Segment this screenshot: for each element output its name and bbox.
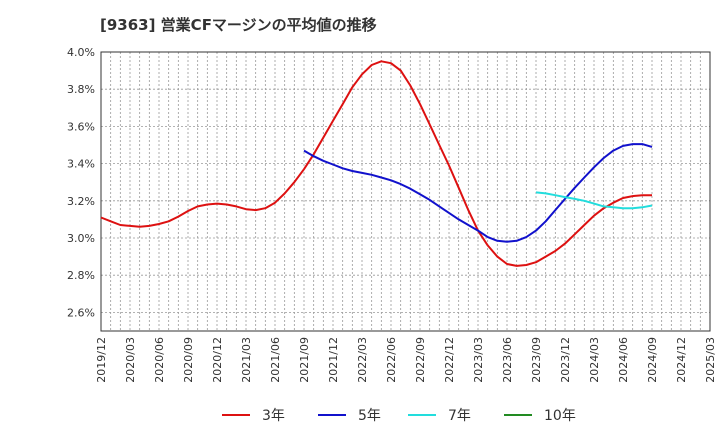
legend-label: 7年: [448, 408, 471, 424]
axes: 2.6% 2.8% 3.0% 3.2% 3.4% 3.6% 3.8% 4.0% 2019/12 2…: [67, 46, 717, 383]
legend-label: 5年: [358, 408, 381, 424]
x-tick-label: 2023/09: [530, 337, 543, 383]
legend-label: 3年: [262, 408, 285, 424]
y-tick-label: 3.0%: [67, 232, 95, 245]
x-tick-label: 2020/03: [124, 337, 137, 383]
y-tick-label: 4.0%: [67, 46, 95, 59]
series-lines: [100, 60, 653, 267]
x-tick-label: 2023/06: [501, 337, 514, 383]
x-tick-label: 2025/03: [704, 337, 717, 383]
x-tick-label: 2022/03: [356, 337, 369, 383]
grid-lines: [101, 51, 710, 331]
legend-swatch: [222, 414, 250, 416]
x-tick-label: 2020/06: [153, 337, 166, 383]
legend-item: 3年: [222, 404, 285, 426]
x-tick-label: 2021/09: [298, 337, 311, 383]
series-line: [303, 143, 653, 243]
x-tick-label: 2021/06: [269, 337, 282, 383]
legend-item: 10年: [504, 404, 576, 426]
x-tick-label: 2021/03: [240, 337, 253, 383]
x-tick-label: 2019/12: [95, 337, 108, 383]
x-tick-label: 2020/09: [182, 337, 195, 383]
x-tick-label: 2020/12: [211, 337, 224, 383]
x-tick-label: 2023/03: [472, 337, 485, 383]
plot-frame: [100, 51, 711, 332]
x-tick-label: 2022/12: [443, 337, 456, 383]
y-tick-label: 2.8%: [67, 269, 95, 282]
legend-swatch: [318, 414, 346, 416]
legend-label: 10年: [544, 408, 576, 424]
legend-item: 7年: [408, 404, 471, 426]
y-tick-label: 3.8%: [67, 83, 95, 96]
y-tick-label: 3.4%: [67, 158, 95, 171]
x-tick-label: 2024/03: [588, 337, 601, 383]
x-tick-label: 2022/09: [414, 337, 427, 383]
legend-swatch: [504, 414, 532, 416]
y-tick-label: 3.2%: [67, 195, 95, 208]
x-tick-label: 2022/06: [385, 337, 398, 383]
x-tick-label: 2024/09: [646, 337, 659, 383]
series-line: [100, 60, 652, 267]
chart-title: [9363] 営業CFマージンの平均値の推移: [100, 16, 377, 34]
x-tick-label: 2021/12: [327, 337, 340, 383]
x-tick-label: 2024/06: [617, 337, 630, 383]
legend-item: 5年: [318, 404, 381, 426]
series-line: [535, 191, 653, 210]
x-tick-label: 2024/12: [675, 337, 688, 383]
legend-swatch: [408, 414, 436, 416]
x-tick-label: 2023/12: [559, 337, 572, 383]
y-tick-label: 2.6%: [67, 306, 95, 319]
legend: 3年 5年 7年 10年: [0, 404, 720, 426]
y-tick-label: 3.6%: [67, 120, 95, 133]
